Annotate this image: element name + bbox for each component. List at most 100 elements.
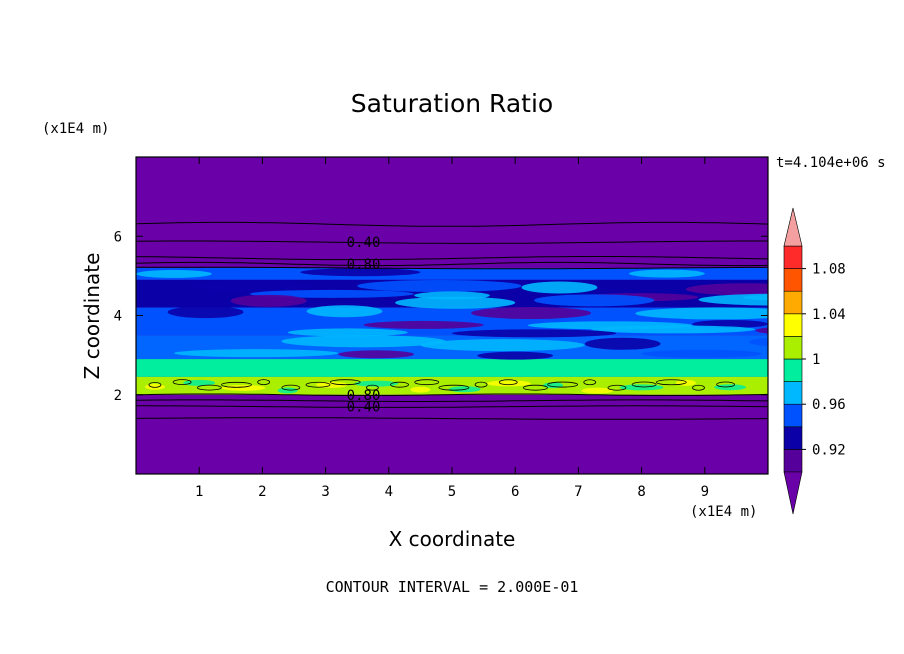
field-streak [534,294,655,307]
y-unit-label: (x1E4 m) [42,121,109,137]
field-streak [584,337,661,350]
colorbar-bin-9 [783,245,803,269]
time-label: t=4.104e+06 s [776,155,886,171]
y-axis-ticks: 2 4 6 [114,229,768,404]
colorbar-bin-8 [783,268,803,292]
contour-loop [221,381,252,388]
contour-loop [498,379,518,386]
contour-line-4 [136,266,768,270]
contour-label-0: 0.40 [347,235,381,251]
colorbar-label-4: 0.92 [812,442,846,458]
field-streak [167,306,244,319]
colorbar-label-2: 1 [812,352,820,368]
contour-loop [305,381,331,388]
contour-lines [136,221,768,420]
field-streak [641,349,762,358]
x-tick-label-3: 3 [321,484,329,500]
contour-loop [655,379,687,386]
field-patch [277,387,298,394]
field-streak [249,289,415,298]
field-streak [224,318,345,327]
field-streak [281,335,446,348]
contour-loop [547,381,578,388]
contour-line-2 [136,256,768,261]
colorbar-bin-7 [783,290,803,315]
field-patch [410,386,431,393]
colorbar-bin-1 [783,426,803,450]
contour-labels: 0.400.800.800.40 [347,235,381,415]
x-tick-label-8: 8 [637,484,645,500]
field-patch [354,380,399,387]
footer-contour-interval: CONTOUR INTERVAL = 2.000E-01 [326,578,579,596]
contour-line-6 [136,399,768,402]
field-streak [395,296,516,309]
field-streak [300,268,421,277]
x-tick-label-7: 7 [574,484,582,500]
field-patch [221,384,266,391]
colorbar-bin-6 [783,313,803,337]
contour-loop [257,379,271,386]
x-tick-label-9: 9 [701,484,709,500]
field-streak [136,269,212,278]
field-layer-1 [136,267,768,280]
colorbar-bin-4 [783,358,803,382]
field-streak [173,349,339,358]
contour-loop [365,384,379,391]
colorbar-bin-0 [783,449,803,473]
x-tick-label-2: 2 [258,484,266,500]
field-streak [287,328,408,337]
x-tick-label-1: 1 [195,484,203,500]
contour-loop [631,381,657,388]
field-streak [470,307,592,320]
contour-loop [716,381,736,388]
field-streak [420,339,585,352]
field-streak [635,307,768,320]
colorbar-bin-5 [783,336,803,360]
y-axis-title: Z coordinate [80,253,104,380]
chart-title: Saturation Ratio [351,89,553,118]
field-streak [685,283,768,296]
y-tick-label-4: 4 [114,309,122,325]
colorbar-label-0: 1.08 [812,262,846,278]
field-patch [714,384,747,391]
field-streak [306,305,383,318]
contour-line-7 [136,405,768,408]
contour-field [136,157,768,474]
field-streak [749,337,768,347]
y-tick-label-6: 6 [114,229,122,245]
colorbar: 1.08 1.04 1 0.96 0.92 [783,207,846,515]
colorbar-over-arrow [783,207,803,247]
contour-line-0 [136,221,768,227]
field-streak [363,320,484,329]
field-patch [581,387,614,394]
contour-loop [148,381,162,388]
colorbar-under-arrow [783,471,803,515]
contour-line-8 [136,417,768,420]
field-layer-5 [136,359,768,377]
x-unit-label: (x1E4 m) [690,504,757,520]
x-axis-title: X coordinate [389,527,516,551]
contour-loop [523,384,548,391]
field-streak [451,329,617,338]
contour-loop [414,379,440,386]
field-streak [230,294,307,307]
contour-label-1: 0.80 [347,257,381,273]
colorbar-bin-3 [783,381,803,405]
x-axis-ticks: 1 2 3 4 5 6 7 8 9 [195,157,709,500]
x-tick-label-6: 6 [511,484,519,500]
contour-loop [172,379,192,386]
colorbar-label-3: 0.96 [812,397,846,413]
field-streak [338,350,415,359]
contour-line-5 [136,393,768,396]
field-streak [357,279,522,292]
contour-loop [583,379,597,386]
contour-loop [607,384,627,391]
field-streak [464,268,629,277]
field-patch [144,383,165,390]
field-streak [477,351,554,360]
x-tick-label-4: 4 [385,484,393,500]
contour-loop [329,379,361,386]
contour-loop [196,384,222,391]
field-streak [698,293,768,306]
